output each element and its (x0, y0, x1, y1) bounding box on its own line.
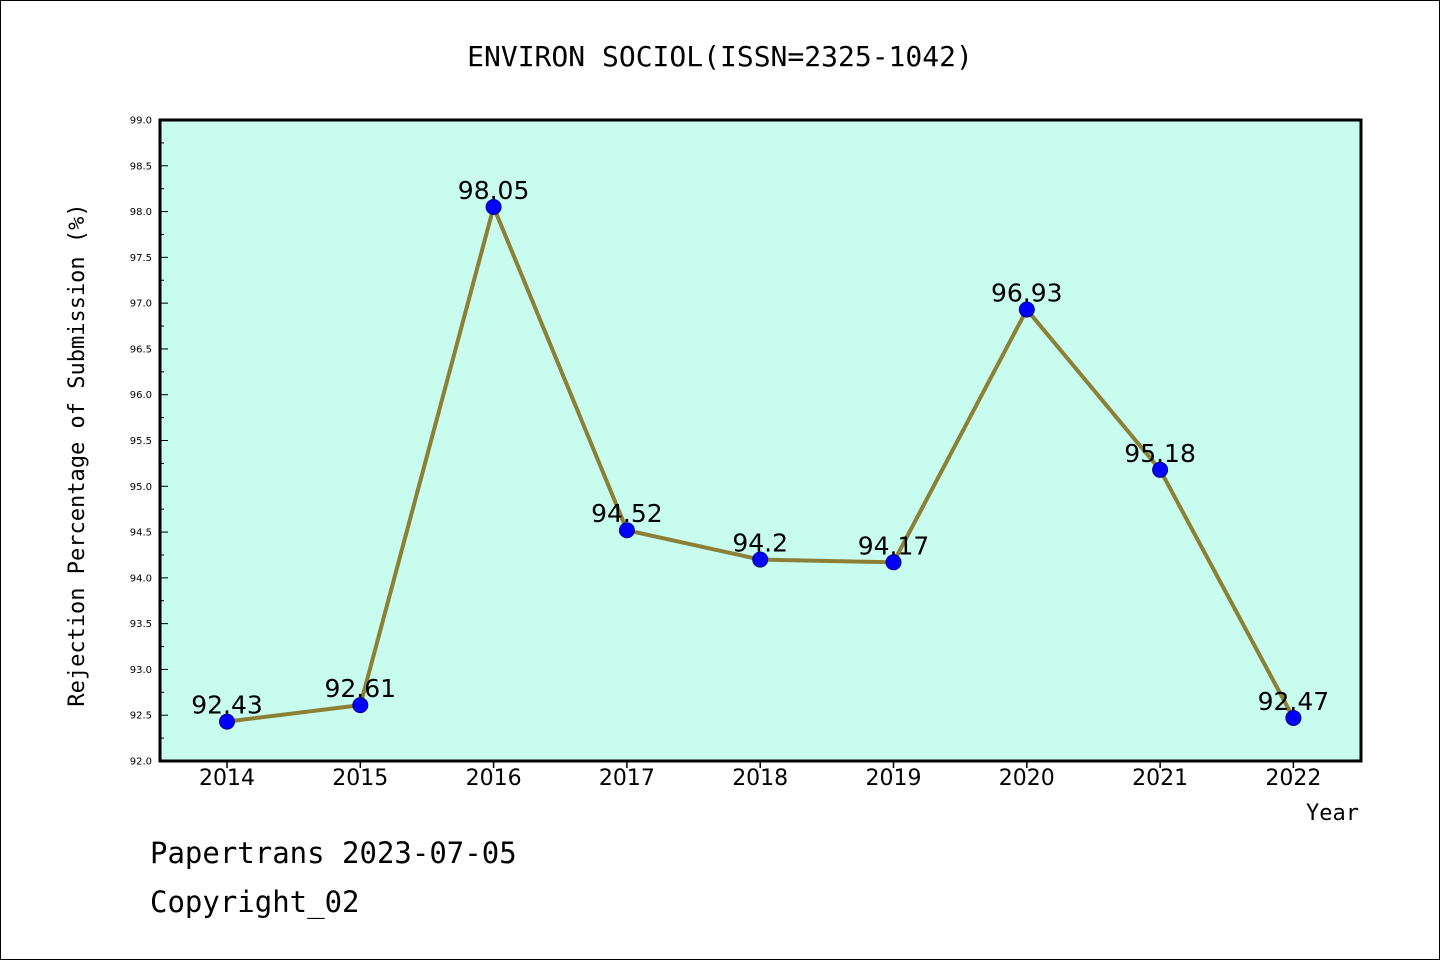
y-axis-label: Rejection Percentage of Submission (%) (65, 203, 90, 706)
data-label: 94.17 (858, 531, 930, 560)
footer-copyright: Copyright_02 (150, 885, 360, 919)
x-tick-label: 2015 (332, 766, 388, 791)
data-label: 92.43 (191, 691, 263, 720)
y-tick-label: 97.0 (130, 299, 152, 310)
y-tick-label: 93.0 (130, 665, 152, 676)
data-point (885, 554, 902, 571)
x-tick-label: 2022 (1265, 766, 1321, 791)
x-tick-label: 2017 (599, 766, 655, 791)
y-tick-label: 97.5 (130, 253, 152, 264)
data-point (752, 551, 769, 568)
data-point (1018, 301, 1035, 318)
x-tick-label: 2016 (466, 766, 522, 791)
data-label: 95.18 (1124, 439, 1196, 468)
data-label: 96.93 (991, 279, 1063, 308)
data-label: 92.61 (325, 674, 397, 703)
data-point (485, 198, 502, 215)
y-tick-label: 93.5 (130, 619, 152, 630)
x-tick-label: 2019 (866, 766, 922, 791)
x-tick-label: 2021 (1132, 766, 1188, 791)
data-point (352, 697, 369, 714)
data-label: 94.52 (591, 499, 663, 528)
data-label: 92.47 (1258, 687, 1330, 716)
data-point (219, 713, 235, 730)
y-tick-label: 98.5 (130, 161, 152, 172)
data-point (618, 522, 635, 539)
x-axis: 2014 2015 2016 2017 2018 2019 2020 2021 2022 (199, 761, 1321, 791)
x-tick-label: 2014 (199, 766, 255, 791)
x-tick-label: 2018 (732, 766, 788, 791)
y-tick-label: 92.5 (130, 711, 152, 722)
y-tick-label: 95.0 (130, 482, 152, 493)
plot-area (158, 118, 1363, 763)
y-tick-label: 94.5 (130, 528, 152, 539)
y-tick-label: 99.0 (130, 116, 152, 127)
y-tick-label: 95.5 (130, 436, 152, 447)
footer-date: Papertrans 2023-07-05 (150, 836, 517, 870)
data-labels: 92.43 92.61 98.05 94.52 94.2 94.17 96.93 95.18 9… (191, 176, 1329, 720)
y-tick-label: 94.0 (130, 573, 152, 584)
y-tick-label: 92.0 (130, 757, 152, 768)
data-label: 98.05 (458, 176, 530, 205)
y-tick-label: 98.0 (130, 207, 152, 218)
chart-title: ENVIRON SOCIOL(ISSN=2325-1042) (467, 40, 973, 73)
data-point (1152, 461, 1169, 478)
y-tick-label: 96.5 (130, 344, 152, 355)
y-axis: 92.0 92.5 93.0 93.5 94.0 94.5 95.0 95.5 96.0 96.5… (130, 116, 168, 768)
x-axis-label: Year (1306, 801, 1359, 826)
data-point (1285, 709, 1302, 726)
data-label: 94.2 (732, 529, 788, 558)
y-tick-label: 96.0 (130, 390, 152, 401)
x-tick-label: 2020 (999, 766, 1055, 791)
series-line-group (219, 198, 1302, 730)
